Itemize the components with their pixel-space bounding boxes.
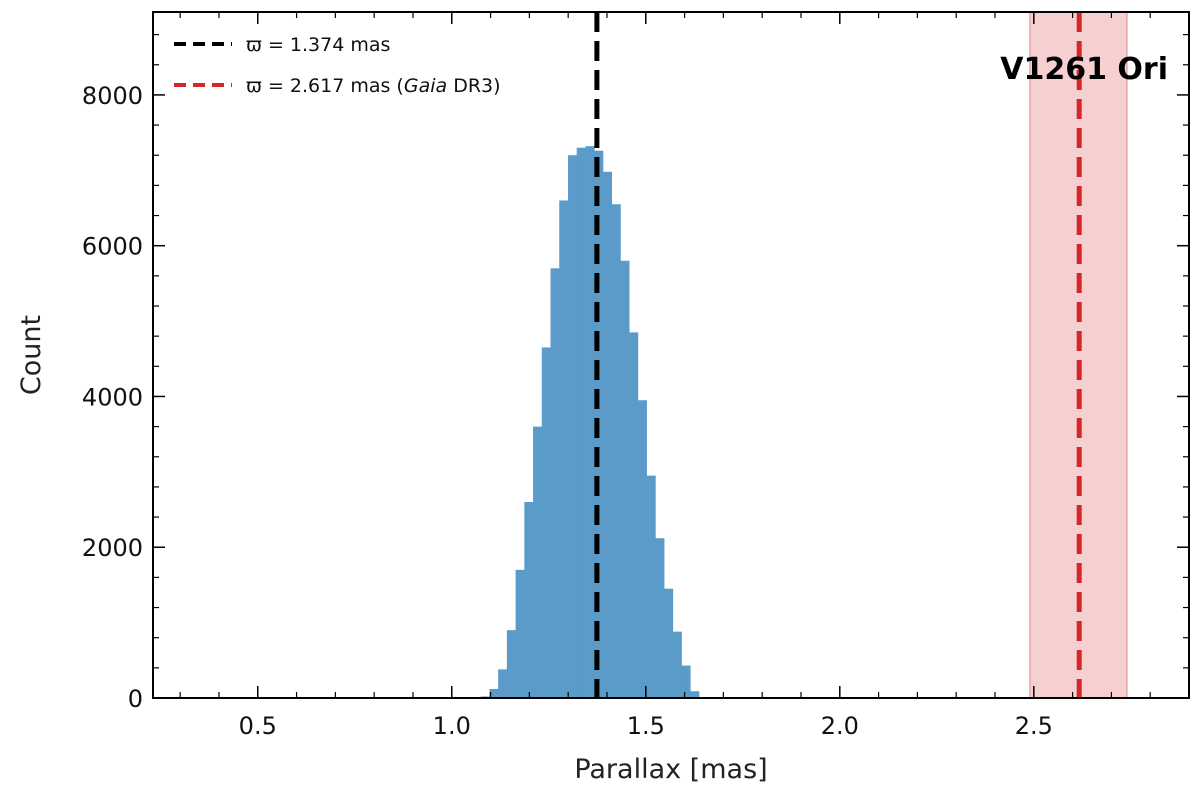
x-tick-label: 1.0	[433, 712, 471, 740]
y-tick-label: 2000	[82, 534, 143, 562]
histogram-bar	[550, 268, 560, 698]
y-tick-label: 8000	[82, 82, 143, 110]
legend-entry-1: ϖ = 1.374 mas	[246, 34, 390, 56]
legend-entry-2: ϖ = 2.617 mas (Gaia DR3)	[246, 75, 501, 97]
histogram-bar	[498, 669, 508, 698]
histogram-bar	[585, 146, 595, 698]
histogram-bar	[629, 332, 639, 698]
histogram-bar	[576, 147, 586, 698]
gaia-uncertainty-band	[1029, 11, 1128, 699]
histogram-bar	[637, 400, 647, 698]
histogram-bars	[480, 146, 700, 699]
x-tick-label: 2.5	[1015, 712, 1053, 740]
histogram-bar	[672, 631, 682, 698]
histogram-bar	[533, 426, 543, 698]
histogram-bar	[664, 588, 674, 698]
histogram-bar	[489, 688, 499, 698]
histogram-bar	[559, 200, 569, 698]
histogram-bar	[681, 665, 691, 698]
legend: ϖ = 1.374 mas ϖ = 2.617 mas (Gaia DR3)	[174, 34, 501, 97]
histogram-bar	[690, 691, 700, 698]
y-axis-label: Count	[16, 315, 47, 395]
star-name-annotation: V1261 Ori	[1000, 52, 1168, 87]
x-tick-label: 0.5	[239, 712, 277, 740]
x-tick-label: 2.0	[821, 712, 859, 740]
histogram-bar	[506, 630, 516, 698]
x-tick-label: 1.5	[627, 712, 665, 740]
axis-ticks	[153, 12, 1189, 699]
histogram-bar	[515, 569, 525, 698]
tick-labels: 0.5 1.0 1.5 2.0 2.5 0 2000 4000 6000 8000	[82, 82, 1053, 740]
histogram-bar	[611, 204, 621, 698]
histogram-bar	[567, 155, 578, 698]
y-tick-label: 6000	[82, 233, 143, 261]
histogram-bar	[541, 347, 551, 698]
x-axis-label: Parallax [mas]	[574, 754, 767, 785]
histogram-bar	[524, 502, 534, 698]
y-tick-label: 0	[128, 685, 143, 713]
histogram-bar	[646, 475, 656, 698]
histogram-bar	[655, 538, 665, 698]
plot-frame	[152, 11, 1190, 699]
histogram-bar	[620, 260, 630, 698]
histogram-bar	[602, 171, 613, 699]
y-tick-label: 4000	[82, 383, 143, 411]
gaia-uncertainty-band-rect	[1029, 11, 1128, 699]
